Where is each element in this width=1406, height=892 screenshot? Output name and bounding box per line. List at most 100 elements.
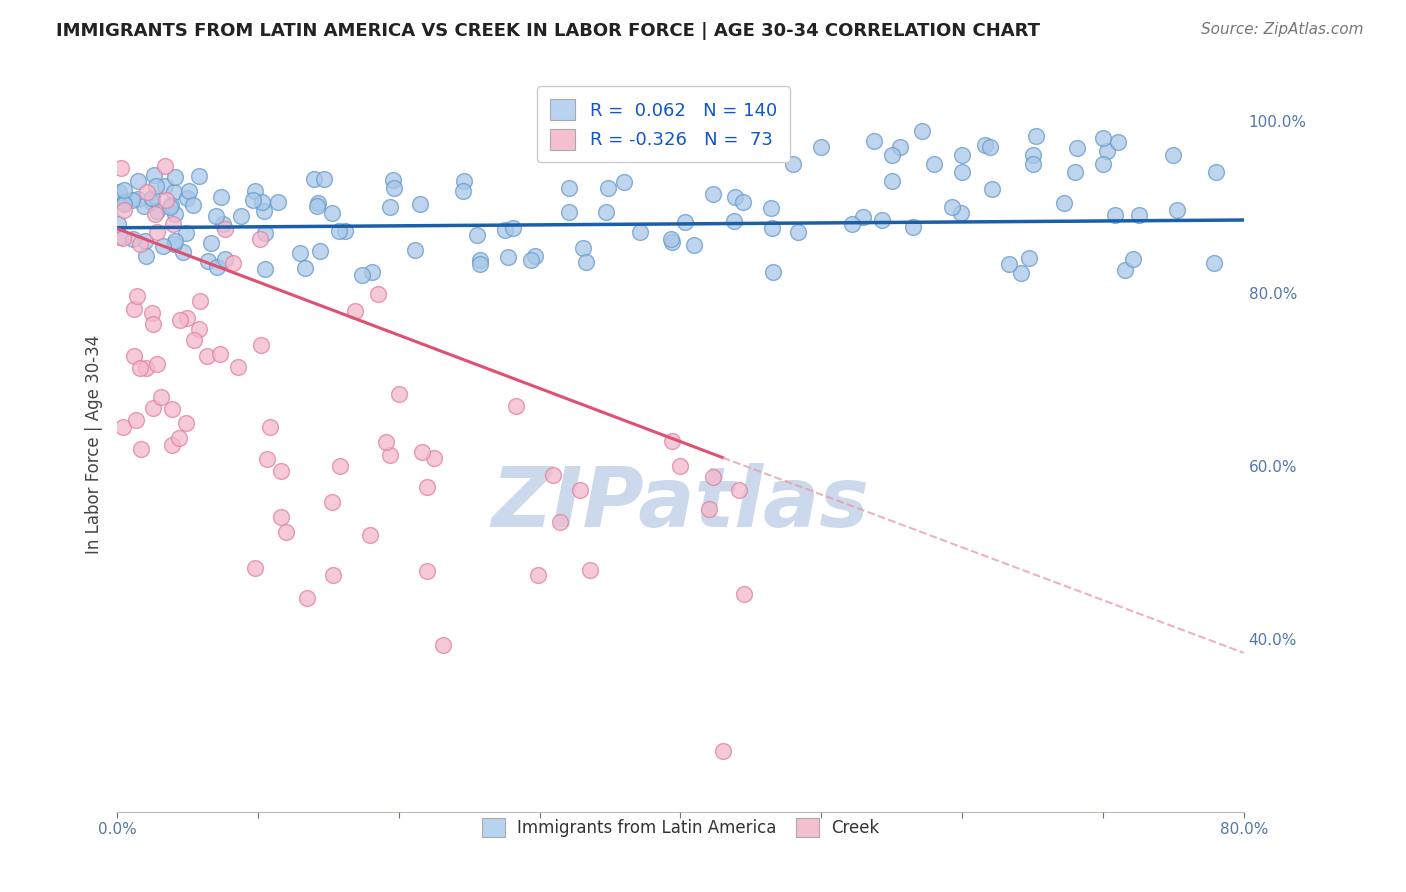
Point <box>661 434 683 448</box>
Point <box>142 401 165 416</box>
Point <box>174 226 197 240</box>
Point <box>453 174 475 188</box>
Point <box>129 236 152 251</box>
Point <box>352 268 374 282</box>
Point <box>177 184 200 198</box>
Text: Source: ZipAtlas.com: Source: ZipAtlas.com <box>1201 22 1364 37</box>
Point <box>110 230 132 244</box>
Point <box>669 459 692 474</box>
Point <box>172 245 194 260</box>
Point <box>163 185 186 199</box>
Point <box>267 194 290 209</box>
Point <box>270 464 292 478</box>
Point <box>702 186 724 201</box>
Point <box>176 310 198 325</box>
Point <box>333 224 356 238</box>
Point <box>112 195 135 210</box>
Point <box>135 360 157 375</box>
Point <box>997 257 1019 271</box>
Point <box>254 227 277 241</box>
Point <box>253 204 276 219</box>
Point <box>197 254 219 268</box>
Point <box>152 238 174 252</box>
Point <box>1021 148 1043 162</box>
Point <box>467 227 489 242</box>
Point <box>880 148 903 162</box>
Point <box>344 303 367 318</box>
Point <box>160 198 183 212</box>
Point <box>305 199 328 213</box>
Point <box>328 224 350 238</box>
Point <box>728 483 751 497</box>
Point <box>321 206 343 220</box>
Point <box>107 218 129 232</box>
Point <box>141 191 163 205</box>
Point <box>523 250 546 264</box>
Y-axis label: In Labor Force | Age 30-34: In Labor Force | Age 30-34 <box>86 335 103 554</box>
Point <box>613 175 636 189</box>
Point <box>127 174 149 188</box>
Point <box>136 185 159 199</box>
Point <box>787 226 810 240</box>
Point <box>1128 208 1150 222</box>
Point <box>183 198 205 212</box>
Point <box>145 357 167 371</box>
Point <box>165 169 187 184</box>
Point <box>375 435 398 450</box>
Point <box>160 437 183 451</box>
Point <box>411 445 433 459</box>
Point <box>146 225 169 239</box>
Point <box>628 225 651 239</box>
Point <box>307 195 329 210</box>
Point <box>416 564 439 578</box>
Point <box>165 207 187 221</box>
Point <box>761 220 783 235</box>
Point <box>1063 165 1085 179</box>
Point <box>1010 266 1032 280</box>
Point <box>208 347 231 361</box>
Point <box>143 169 166 183</box>
Point <box>543 467 565 482</box>
Point <box>941 201 963 215</box>
Point <box>702 470 724 484</box>
Point <box>979 139 1001 153</box>
Point <box>312 171 335 186</box>
Point <box>176 191 198 205</box>
Point <box>294 260 316 275</box>
Point <box>409 196 432 211</box>
Point <box>598 181 620 195</box>
Point <box>112 202 135 217</box>
Point <box>256 451 278 466</box>
Point <box>1104 208 1126 222</box>
Point <box>496 250 519 264</box>
Point <box>222 256 245 270</box>
Point <box>761 265 783 279</box>
Point <box>159 200 181 214</box>
Point <box>110 161 132 176</box>
Point <box>661 235 683 249</box>
Point <box>122 349 145 363</box>
Point <box>1053 196 1076 211</box>
Point <box>673 215 696 229</box>
Point <box>359 528 381 542</box>
Point <box>243 184 266 198</box>
Point <box>229 209 252 223</box>
Point <box>733 587 755 601</box>
Point <box>242 193 264 207</box>
Point <box>243 561 266 575</box>
Point <box>1202 256 1225 270</box>
Point <box>112 420 135 434</box>
Point <box>167 431 190 445</box>
Point <box>1163 148 1185 162</box>
Point <box>579 563 602 577</box>
Point <box>568 483 591 497</box>
Point <box>205 209 228 223</box>
Point <box>1091 157 1114 171</box>
Point <box>502 221 524 235</box>
Point <box>253 262 276 277</box>
Point <box>1021 157 1043 171</box>
Point <box>595 204 617 219</box>
Point <box>872 212 894 227</box>
Point <box>810 139 832 153</box>
Point <box>1018 251 1040 265</box>
